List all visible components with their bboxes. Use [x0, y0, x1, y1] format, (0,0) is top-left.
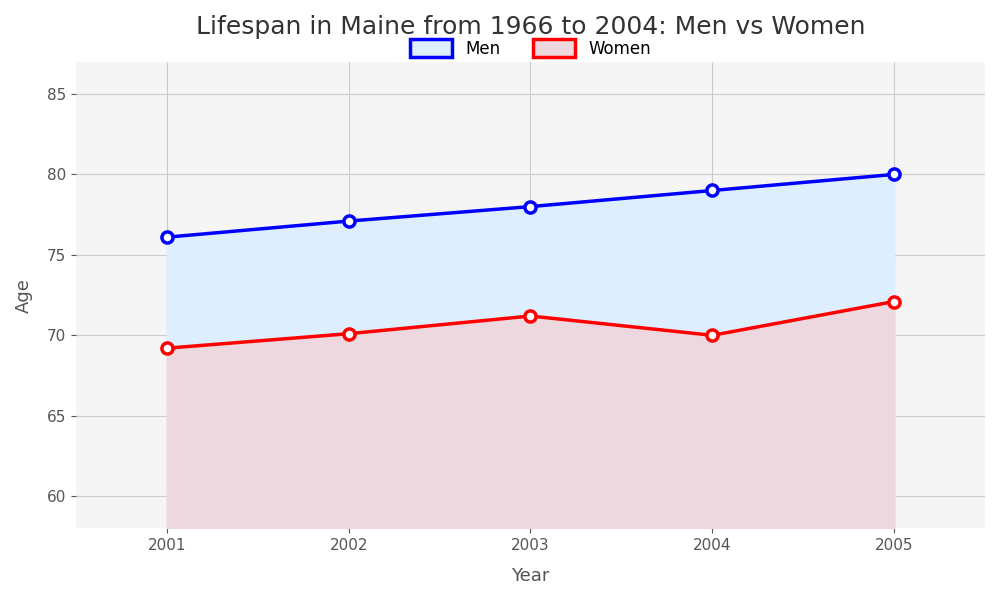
Legend: Men, Women: Men, Women — [403, 33, 658, 64]
Title: Lifespan in Maine from 1966 to 2004: Men vs Women: Lifespan in Maine from 1966 to 2004: Men… — [196, 15, 865, 39]
Y-axis label: Age: Age — [15, 278, 33, 313]
X-axis label: Year: Year — [511, 567, 550, 585]
